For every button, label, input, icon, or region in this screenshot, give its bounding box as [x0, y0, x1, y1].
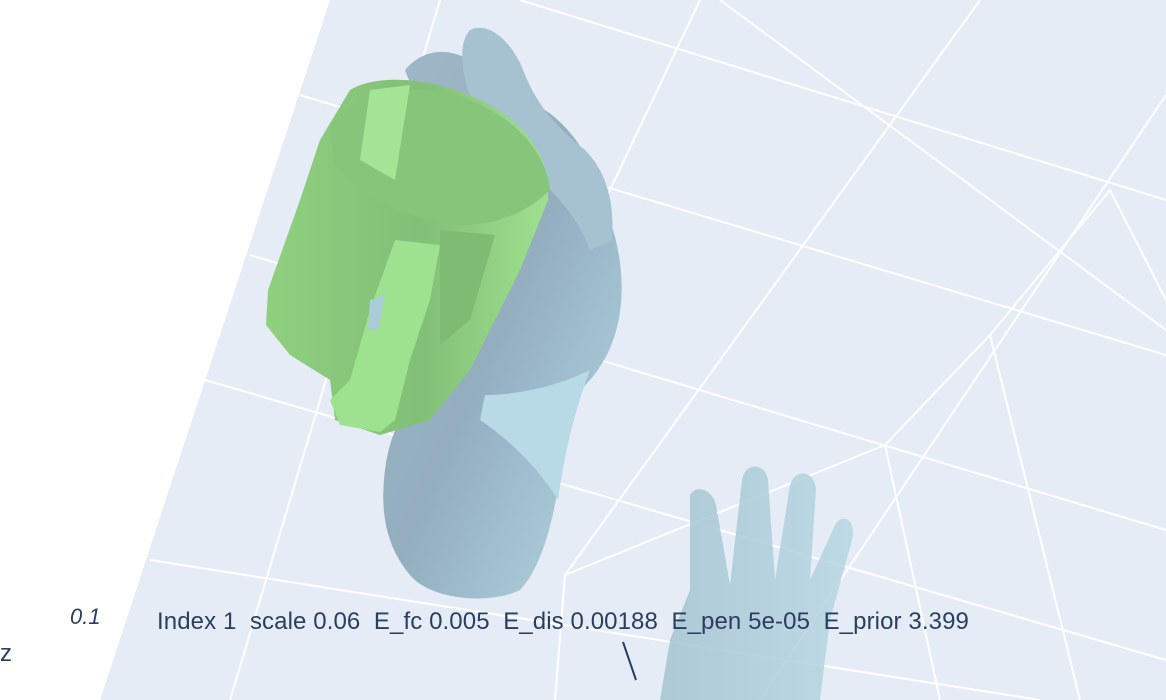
hand-thumb-shape [462, 27, 613, 250]
axis-tick-mark [622, 641, 637, 681]
object-mesh [266, 79, 550, 435]
cup-handle-inner-shape [368, 295, 385, 330]
hand-shadow-shape [480, 370, 590, 500]
cup-inner-highlight-shape [360, 85, 410, 180]
second-hand-mesh [660, 466, 854, 700]
axis-tick-label: 0.1 [70, 604, 101, 629]
cup-strip-shape [440, 230, 495, 345]
second-hand-fingers-shape [660, 466, 854, 700]
hand-mesh [383, 27, 622, 599]
scene-caption: Index 1 scale 0.06 E_fc 0.005 E_dis 0.00… [157, 608, 969, 635]
cup-handle-shape [330, 240, 440, 432]
axis-title: z [0, 640, 12, 667]
scene-background-plane [100, 0, 1166, 700]
